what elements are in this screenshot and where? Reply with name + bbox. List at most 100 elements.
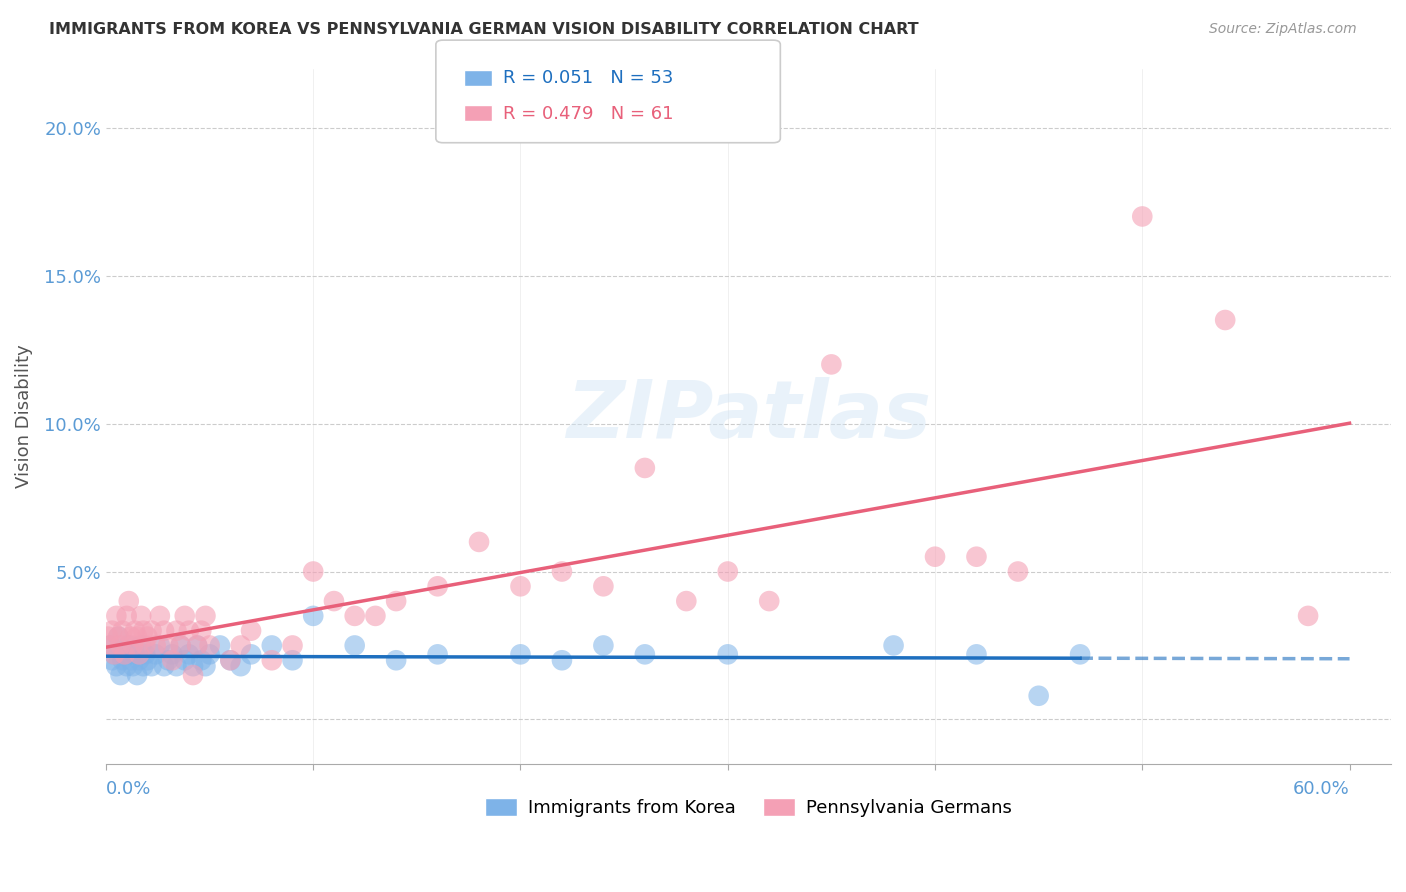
Point (190, 653, 212, 667)
Point (101, 653, 124, 667)
Point (110, 668, 132, 682)
Point (717, 648, 740, 662)
Point (124, 624, 146, 638)
Point (157, 639, 180, 653)
Point (385, 653, 408, 667)
Point (165, 659, 187, 673)
Point (634, 648, 657, 662)
Point (883, 639, 905, 653)
Point (820, 358, 842, 372)
Point (107, 630, 129, 644)
Point (153, 659, 176, 673)
Point (966, 549, 988, 564)
Point (169, 639, 191, 653)
Point (385, 594, 408, 608)
Point (105, 659, 128, 673)
Point (136, 630, 159, 644)
Point (141, 624, 163, 638)
Point (149, 608, 172, 623)
Point (1069, 648, 1091, 662)
Point (98, 639, 121, 653)
Point (114, 648, 136, 662)
Point (125, 630, 148, 644)
Text: 60.0%: 60.0% (1292, 780, 1350, 798)
Point (194, 659, 217, 673)
Point (1296, 608, 1319, 623)
Point (115, 659, 138, 673)
Point (162, 653, 184, 667)
Legend: Immigrants from Korea, Pennsylvania Germans: Immigrants from Korea, Pennsylvania Germ… (478, 790, 1019, 824)
Point (101, 624, 124, 638)
Point (592, 639, 614, 653)
Point (162, 648, 184, 662)
Point (97, 630, 120, 644)
Point (1007, 565, 1029, 579)
Point (1213, 313, 1236, 327)
Point (118, 594, 141, 608)
Point (240, 648, 263, 662)
Point (426, 579, 449, 593)
Point (551, 653, 574, 667)
Point (149, 639, 172, 653)
Point (281, 639, 304, 653)
Point (229, 659, 252, 673)
Point (634, 461, 657, 475)
Text: Source: ZipAtlas.com: Source: ZipAtlas.com (1209, 22, 1357, 37)
Point (125, 668, 148, 682)
Point (1130, 210, 1153, 224)
Text: R = 0.479   N = 61: R = 0.479 N = 61 (503, 105, 673, 123)
Point (302, 565, 325, 579)
Text: R = 0.051   N = 53: R = 0.051 N = 53 (503, 70, 673, 87)
Point (181, 668, 204, 682)
Point (129, 608, 152, 623)
Point (468, 535, 491, 549)
Point (110, 639, 132, 653)
Point (136, 653, 159, 667)
Point (105, 608, 128, 623)
Point (924, 549, 946, 564)
Point (157, 653, 180, 667)
Point (145, 639, 167, 653)
Point (114, 648, 136, 662)
Point (364, 608, 387, 623)
Point (675, 594, 697, 608)
Point (281, 653, 304, 667)
Point (122, 659, 145, 673)
Point (177, 648, 200, 662)
Point (1028, 689, 1050, 703)
Point (208, 639, 231, 653)
Point (219, 653, 242, 667)
Text: 0.0%: 0.0% (105, 780, 152, 798)
Point (134, 648, 156, 662)
Point (260, 653, 283, 667)
Point (103, 648, 125, 662)
Point (118, 639, 141, 653)
Point (190, 624, 212, 638)
Point (260, 639, 283, 653)
Point (181, 659, 204, 673)
Point (758, 594, 780, 608)
Point (98, 639, 121, 653)
Point (240, 624, 263, 638)
Point (132, 659, 155, 673)
Point (186, 639, 208, 653)
Point (198, 648, 221, 662)
Point (186, 639, 208, 653)
Point (120, 653, 142, 667)
Point (132, 624, 155, 638)
Point (122, 639, 145, 653)
Point (115, 608, 138, 623)
Point (107, 630, 129, 644)
Point (103, 648, 125, 662)
Point (198, 639, 221, 653)
Point (128, 653, 150, 667)
Point (966, 648, 988, 662)
Point (120, 630, 142, 644)
Point (145, 648, 167, 662)
Point (153, 624, 176, 638)
Point (426, 648, 449, 662)
Text: IMMIGRANTS FROM KOREA VS PENNSYLVANIA GERMAN VISION DISABILITY CORRELATION CHART: IMMIGRANTS FROM KOREA VS PENNSYLVANIA GE… (49, 22, 920, 37)
Point (194, 608, 217, 623)
Y-axis label: Vision Disability: Vision Disability (15, 344, 32, 488)
Point (129, 639, 152, 653)
